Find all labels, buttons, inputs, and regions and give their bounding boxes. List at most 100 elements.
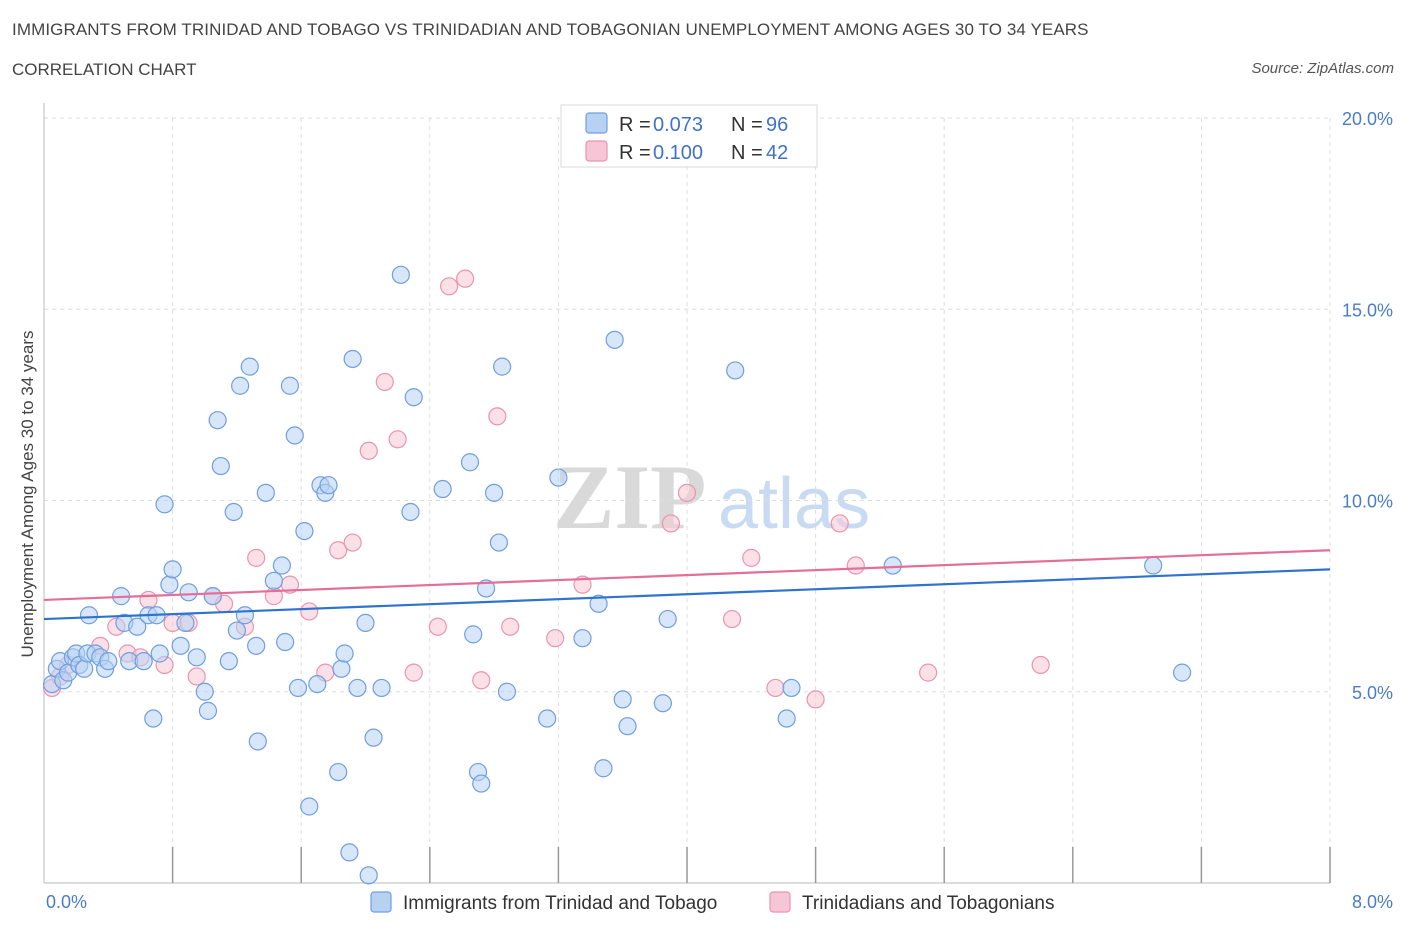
series-legend-label-1: Immigrants from Trinidad and Tobago <box>403 893 717 914</box>
data-point-blue <box>247 636 266 655</box>
data-point-blue <box>276 632 295 652</box>
data-point-blue <box>235 606 255 625</box>
data-point-blue <box>308 674 327 694</box>
watermark: ZIP atlas <box>553 446 870 548</box>
data-point-pink <box>329 541 348 560</box>
data-point-blue <box>163 560 182 579</box>
data-point-blue <box>485 483 504 502</box>
data-point-blue <box>356 613 375 633</box>
data-point-pink <box>766 678 785 698</box>
data-point-pink <box>456 269 475 288</box>
data-point-blue <box>171 636 190 655</box>
data-point-blue <box>155 495 174 514</box>
data-point-blue <box>227 621 246 640</box>
data-point-blue <box>460 453 480 472</box>
data-point-pink <box>722 609 742 629</box>
data-point-pink <box>139 590 158 610</box>
data-point-blue <box>79 606 99 625</box>
legend: R = 0.073 N = 96 R = 0.100 N = 42 <box>560 104 818 168</box>
data-point-pink <box>742 548 761 567</box>
data-point-blue <box>613 690 632 709</box>
data-point-pink <box>375 372 394 392</box>
data-point-blue <box>340 843 359 862</box>
data-point-blue <box>285 426 304 445</box>
data-point-blue <box>364 728 383 747</box>
data-point-blue <box>549 468 568 487</box>
data-point-pink <box>404 663 423 682</box>
y-tick-label: 20.0% <box>1342 109 1393 129</box>
data-point-blue <box>179 583 198 602</box>
data-point-blue <box>208 411 227 430</box>
data-point-blue <box>295 521 314 541</box>
data-point-blue <box>134 652 153 671</box>
data-point-blue <box>329 762 348 782</box>
legend-r-value-1: 0.073 <box>653 114 703 136</box>
data-point-blue <box>264 571 283 590</box>
data-point-blue <box>128 617 147 636</box>
data-point-blue <box>75 659 94 678</box>
data-point-blue <box>211 456 230 476</box>
series-legend-label-2: Trinidadians and Tobagonians <box>802 893 1054 914</box>
series-legend-swatch-pink <box>769 891 791 913</box>
series-trinidadians <box>42 269 1050 709</box>
legend-r-label-1: R = <box>619 114 651 136</box>
data-point-blue <box>219 652 238 671</box>
data-point-blue <box>401 502 420 522</box>
trend-lines <box>43 549 1331 621</box>
y-tick-label: 15.0% <box>1342 300 1393 320</box>
data-point-pink <box>501 617 520 636</box>
data-point-blue <box>658 609 677 629</box>
data-point-pink <box>919 663 938 682</box>
data-point-pink <box>846 556 865 575</box>
data-point-blue <box>198 701 218 720</box>
data-point-pink <box>830 514 849 533</box>
data-point-blue <box>203 587 222 606</box>
data-point-blue <box>150 644 169 663</box>
data-point-blue <box>618 717 637 736</box>
chart-title: IMMIGRANTS FROM TRINIDAD AND TOBAGO VS T… <box>12 20 1089 39</box>
data-point-blue <box>348 678 367 698</box>
legend-swatch-pink <box>585 140 608 162</box>
data-point-pink <box>343 533 362 552</box>
data-point-blue <box>343 349 362 369</box>
data-point-pink <box>247 548 266 567</box>
source-label: Source: ZipAtlas.com <box>1251 60 1394 77</box>
series-legend: Immigrants from Trinidad and Tobago Trin… <box>370 891 1054 914</box>
legend-n-value-1: 96 <box>766 114 788 136</box>
legend-r-label-2: R = <box>619 142 651 164</box>
data-point-blue <box>1144 556 1163 575</box>
data-point-blue <box>160 575 179 594</box>
data-point-pink <box>1031 655 1050 675</box>
data-point-blue <box>472 774 491 793</box>
data-point-blue <box>319 476 338 495</box>
data-point-blue <box>433 479 452 499</box>
legend-n-value-2: 42 <box>766 142 788 164</box>
data-point-blue <box>594 759 613 778</box>
data-point-blue <box>272 556 292 575</box>
data-point-blue <box>248 732 267 751</box>
data-point-blue <box>359 866 378 885</box>
data-point-blue <box>224 502 243 522</box>
data-point-pink <box>806 690 825 709</box>
data-point-blue <box>231 376 250 395</box>
data-point-pink <box>187 667 206 686</box>
data-point-pink <box>573 575 592 594</box>
data-point-blue <box>280 376 300 395</box>
data-point-blue <box>777 709 796 728</box>
legend-n-label-2: N = <box>731 142 763 164</box>
data-point-blue <box>335 644 354 663</box>
data-point-blue <box>464 625 483 644</box>
y-tick-labels: 5.0% 10.0% 15.0% 20.0% <box>1342 109 1393 703</box>
legend-r-value-2: 0.100 <box>653 142 703 164</box>
data-point-blue <box>653 694 672 713</box>
data-point-pink <box>428 617 447 636</box>
data-point-pink <box>661 514 681 533</box>
data-point-blue <box>195 682 214 701</box>
data-point-pink <box>472 671 491 690</box>
x-tick-label: 8.0% <box>1352 892 1393 912</box>
data-point-blue <box>391 265 410 284</box>
trend-line-pink <box>43 549 1331 602</box>
series-immigrants <box>42 265 1192 885</box>
data-point-pink <box>300 602 319 621</box>
